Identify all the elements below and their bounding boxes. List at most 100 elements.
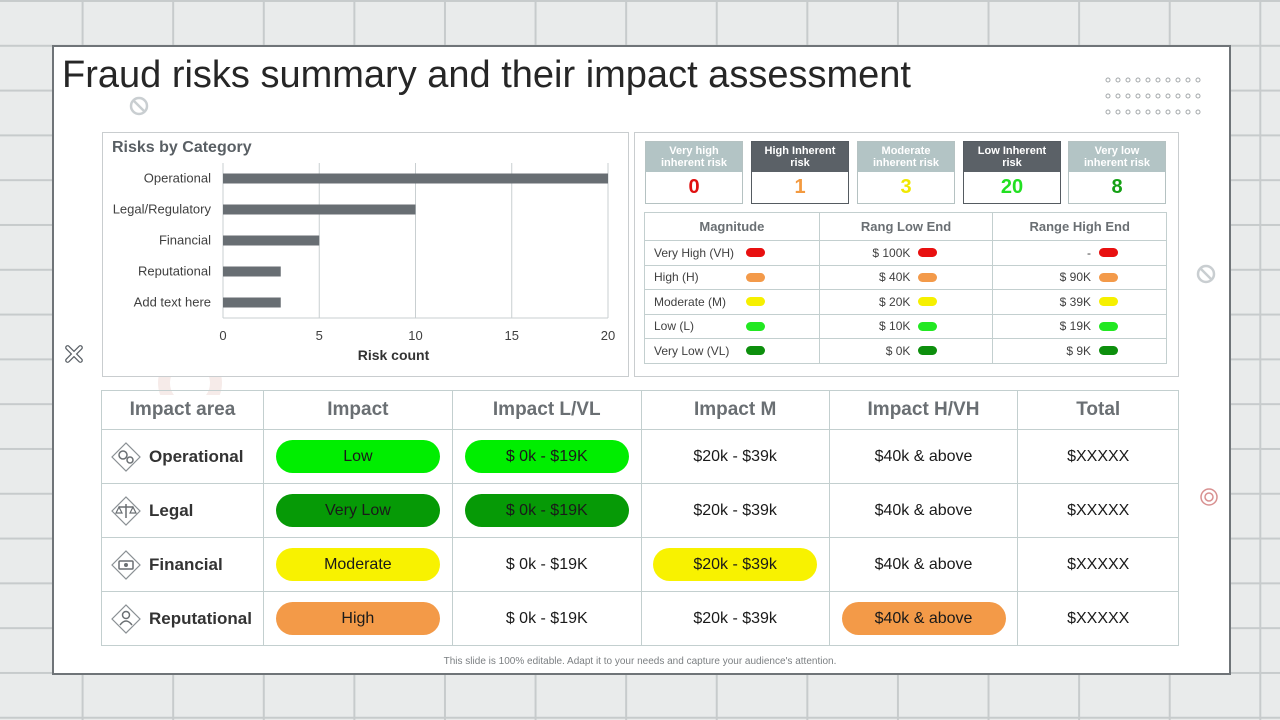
x-tick-label: 10	[408, 328, 422, 343]
risks-by-category-chart: Risks by Category 0 5 10 15 20 Operational Lega…	[102, 132, 629, 377]
range-low-header: Rang Low End	[818, 212, 994, 241]
level-swatch	[746, 346, 765, 356]
y-category-label: Legal/Regulatory	[113, 202, 212, 217]
chart-title: Risks by Category	[112, 139, 252, 156]
magnitude-label-cell: Moderate (M)	[645, 295, 819, 309]
x-tick-label: 20	[601, 328, 615, 343]
impact-hvh-value: $40k & above	[874, 447, 973, 465]
dot	[1185, 93, 1191, 99]
dot	[1195, 109, 1201, 115]
table-row: Legal Very Low $ 0k - $19K $20k - $39k $40k …	[101, 483, 1179, 538]
kpi-card: Very high inherent risk 0	[645, 141, 743, 204]
magnitude-label-cell: Low (L)	[645, 319, 819, 333]
impact-hvh-value: $40k & above	[874, 501, 973, 519]
range-high-value: $ 9K	[1066, 343, 1091, 358]
range-high-cell: -	[993, 246, 1166, 260]
target-decoration	[1200, 488, 1218, 506]
footer-note: This slide is 100% editable. Adapt it to…	[443, 656, 837, 667]
impact-m-pill: $20k - $39k	[653, 548, 818, 581]
dot	[1135, 109, 1141, 115]
range-low-value: $ 40K	[879, 270, 911, 285]
range-high-value: $ 90K	[1059, 270, 1091, 285]
range-high-cell: $ 9K	[993, 344, 1166, 358]
y-category-label: Reputational	[138, 264, 211, 279]
dot	[1195, 77, 1201, 83]
range-low-cell: $ 100K	[820, 246, 993, 260]
magnitude-label: Very High (VH)	[654, 245, 735, 260]
level-swatch	[918, 346, 938, 356]
page-title: Fraud risks summary and their impact ass…	[62, 54, 911, 96]
impact-header: Impact	[262, 390, 453, 430]
dot	[1185, 109, 1191, 115]
magnitude-row: Very Low (VL) $ 0K $ 9K	[644, 338, 1167, 364]
range-high-value: -	[1087, 245, 1091, 260]
dot	[1185, 77, 1191, 83]
magnitude-label-cell: Very High (VH)	[645, 246, 819, 260]
y-category-label: Financial	[159, 233, 211, 248]
impact-m-value: $20k - $39k	[693, 501, 777, 519]
bar	[223, 297, 281, 308]
range-low-value: $ 20K	[879, 294, 911, 309]
level-swatch	[918, 297, 938, 307]
magnitude-label-cell: High (H)	[645, 270, 819, 284]
dot	[1115, 93, 1121, 99]
range-low-value: $ 100K	[872, 245, 911, 260]
total-value: $XXXXX	[1067, 609, 1130, 627]
person-icon	[111, 603, 141, 634]
level-swatch	[1099, 346, 1118, 356]
kpi-label: Very low inherent risk	[1069, 142, 1165, 172]
impact-area-cell: Reputational	[102, 603, 263, 634]
kpi-panel	[634, 132, 1179, 377]
x-tick-label: 15	[505, 328, 519, 343]
level-swatch	[918, 248, 938, 258]
impact-pill: Very Low	[275, 494, 440, 527]
level-swatch	[1099, 297, 1118, 307]
table-row: Reputational High $ 0k - $19K $20k - $39k $4…	[101, 591, 1179, 646]
level-swatch	[918, 272, 938, 282]
y-category-label: Operational	[144, 171, 211, 186]
level-swatch	[746, 321, 765, 331]
impact-lvl-header: Impact L/VL	[451, 390, 642, 430]
scales-icon	[111, 495, 141, 526]
x-tick-label: 0	[219, 328, 226, 343]
dot	[1155, 109, 1161, 115]
y-category-label: Add text here	[134, 295, 211, 310]
dot	[1145, 77, 1151, 83]
impact-m-value: $20k - $39k	[693, 609, 777, 627]
dot	[1115, 109, 1121, 115]
dot	[1155, 93, 1161, 99]
dot	[1175, 109, 1181, 115]
impact-lvl-pill: $ 0k - $19K	[464, 440, 629, 473]
range-low-value: $ 0K	[885, 343, 911, 358]
magnitude-label: Very Low (VL)	[654, 343, 730, 358]
bar-chart-svg: Risks by Category 0 5 10 15 20 Operational Lega…	[112, 139, 615, 363]
range-high-value: $ 39K	[1059, 294, 1091, 309]
kpi-label: Very high inherent risk	[646, 142, 742, 172]
x-axis-title: Risk count	[358, 347, 430, 363]
kpi-value: 3	[900, 176, 912, 198]
range-low-value: $ 10K	[879, 319, 911, 334]
kpi-value: 0	[688, 176, 700, 198]
dot	[1145, 93, 1151, 99]
dot	[1125, 109, 1131, 115]
magnitude-row: Low (L) $ 10K $ 19K	[644, 313, 1167, 339]
impact-hvh-header: Impact H/VH	[828, 390, 1019, 430]
dot	[1135, 77, 1141, 83]
range-low-cell: $ 10K	[820, 319, 993, 333]
impact-hvh-pill: $40k & above	[841, 602, 1006, 635]
kpi-card: Moderate inherent risk 3	[857, 141, 955, 204]
magnitude-label: High (H)	[654, 270, 699, 285]
impact-m-value: $20k - $39k	[693, 447, 777, 465]
dot	[1135, 93, 1141, 99]
dot	[1105, 93, 1111, 99]
kpi-card: High Inherent risk 1	[751, 141, 849, 204]
kpi-value: 8	[1111, 176, 1123, 198]
magnitude-row: Very High (VH) $ 100K -	[644, 240, 1167, 266]
magnitude-label-cell: Very Low (VL)	[645, 344, 819, 358]
no-sign-decoration	[129, 96, 149, 116]
dot	[1195, 93, 1201, 99]
impact-area-cell: Financial	[102, 549, 263, 580]
level-swatch	[1099, 272, 1118, 282]
impact-m-header: Impact M	[640, 390, 830, 430]
kpi-value: 1	[794, 176, 806, 198]
